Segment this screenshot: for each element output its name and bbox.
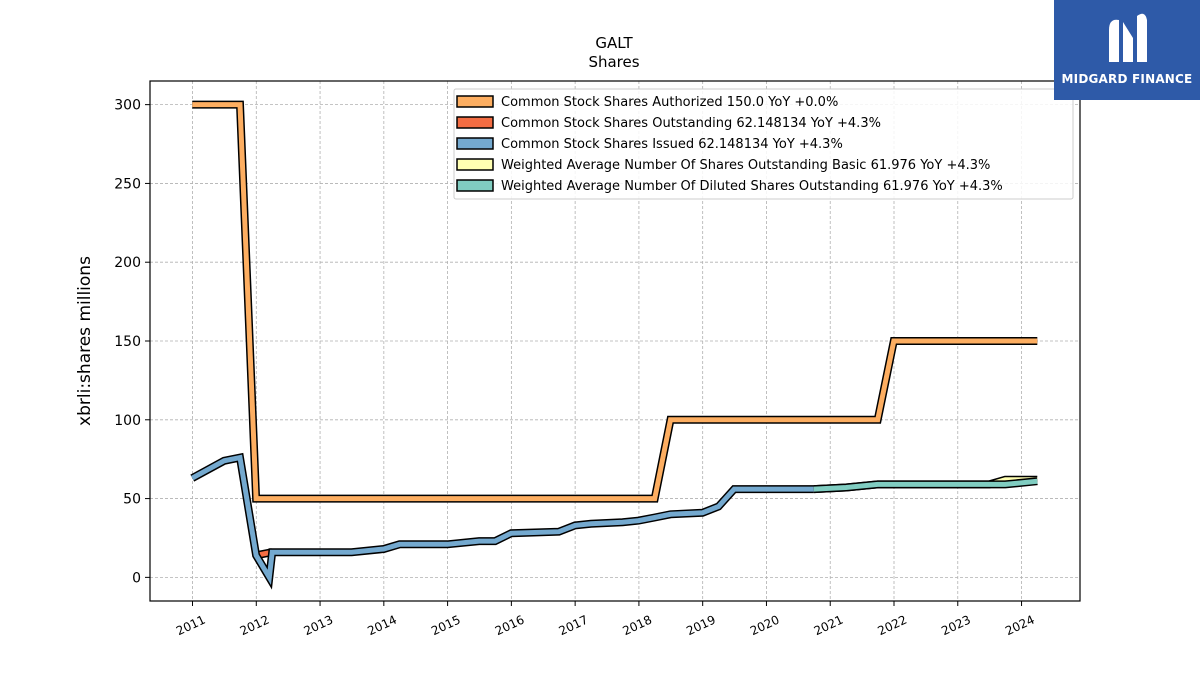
- y-tick-label: 50: [123, 492, 141, 508]
- legend-label: Weighted Average Number Of Diluted Share…: [501, 179, 1003, 194]
- chart-subtitle: Shares: [588, 53, 639, 71]
- series-line-0: [192, 102, 1038, 502]
- x-tick-label: 2011: [174, 613, 208, 639]
- series-layer: [190, 100, 1038, 590]
- series-outline-2: [190, 452, 814, 590]
- x-tick-label: 2014: [365, 613, 399, 639]
- y-tick-label: 250: [114, 176, 141, 192]
- legend-label: Weighted Average Number Of Shares Outsta…: [501, 158, 990, 173]
- x-tick-label: 2015: [429, 613, 463, 639]
- x-tick-label: 2019: [684, 613, 718, 639]
- legend-swatch: [456, 95, 494, 108]
- y-tick-label: 100: [114, 413, 141, 429]
- brand-name: MIDGARD FINANCE: [1061, 72, 1193, 86]
- x-tick-label: 2016: [493, 613, 527, 639]
- legend: Common Stock Shares Authorized 150.0 YoY…: [453, 88, 1074, 200]
- legend-swatch: [456, 116, 494, 129]
- legend-label: Common Stock Shares Issued 62.148134 YoY…: [501, 137, 843, 152]
- midgard-logo-icon: [1109, 13, 1147, 62]
- x-tick-label: 2020: [748, 613, 782, 639]
- series-line-2: [191, 454, 814, 586]
- x-tick-label: 2018: [620, 613, 654, 639]
- legend-swatch: [456, 137, 494, 150]
- x-tick-label: 2012: [238, 613, 272, 639]
- x-tick-label: 2013: [302, 613, 336, 639]
- legend-label: Common Stock Shares Outstanding 62.14813…: [501, 116, 881, 131]
- series-line-4: [813, 478, 1038, 492]
- y-axis-label: xbrli:shares millions: [75, 256, 95, 426]
- brand-logo: MIDGARD FINANCE: [1054, 0, 1200, 100]
- x-tick-label: 2022: [876, 613, 910, 639]
- x-tick-label: 2021: [812, 613, 846, 639]
- y-tick-label: 150: [114, 334, 141, 350]
- legend-swatch: [456, 158, 494, 171]
- x-tick-label: 2024: [1003, 613, 1037, 639]
- legend-swatch: [456, 179, 494, 192]
- x-tick-label: 2017: [557, 613, 591, 639]
- chart-title: GALT: [595, 34, 633, 52]
- y-tick-label: 200: [114, 255, 141, 271]
- x-tick-label: 2023: [939, 613, 973, 639]
- y-tick-label: 300: [114, 98, 141, 114]
- legend-box: [453, 88, 1074, 200]
- y-tick-label: 0: [132, 570, 141, 586]
- legend-label: Common Stock Shares Authorized 150.0 YoY…: [501, 95, 838, 110]
